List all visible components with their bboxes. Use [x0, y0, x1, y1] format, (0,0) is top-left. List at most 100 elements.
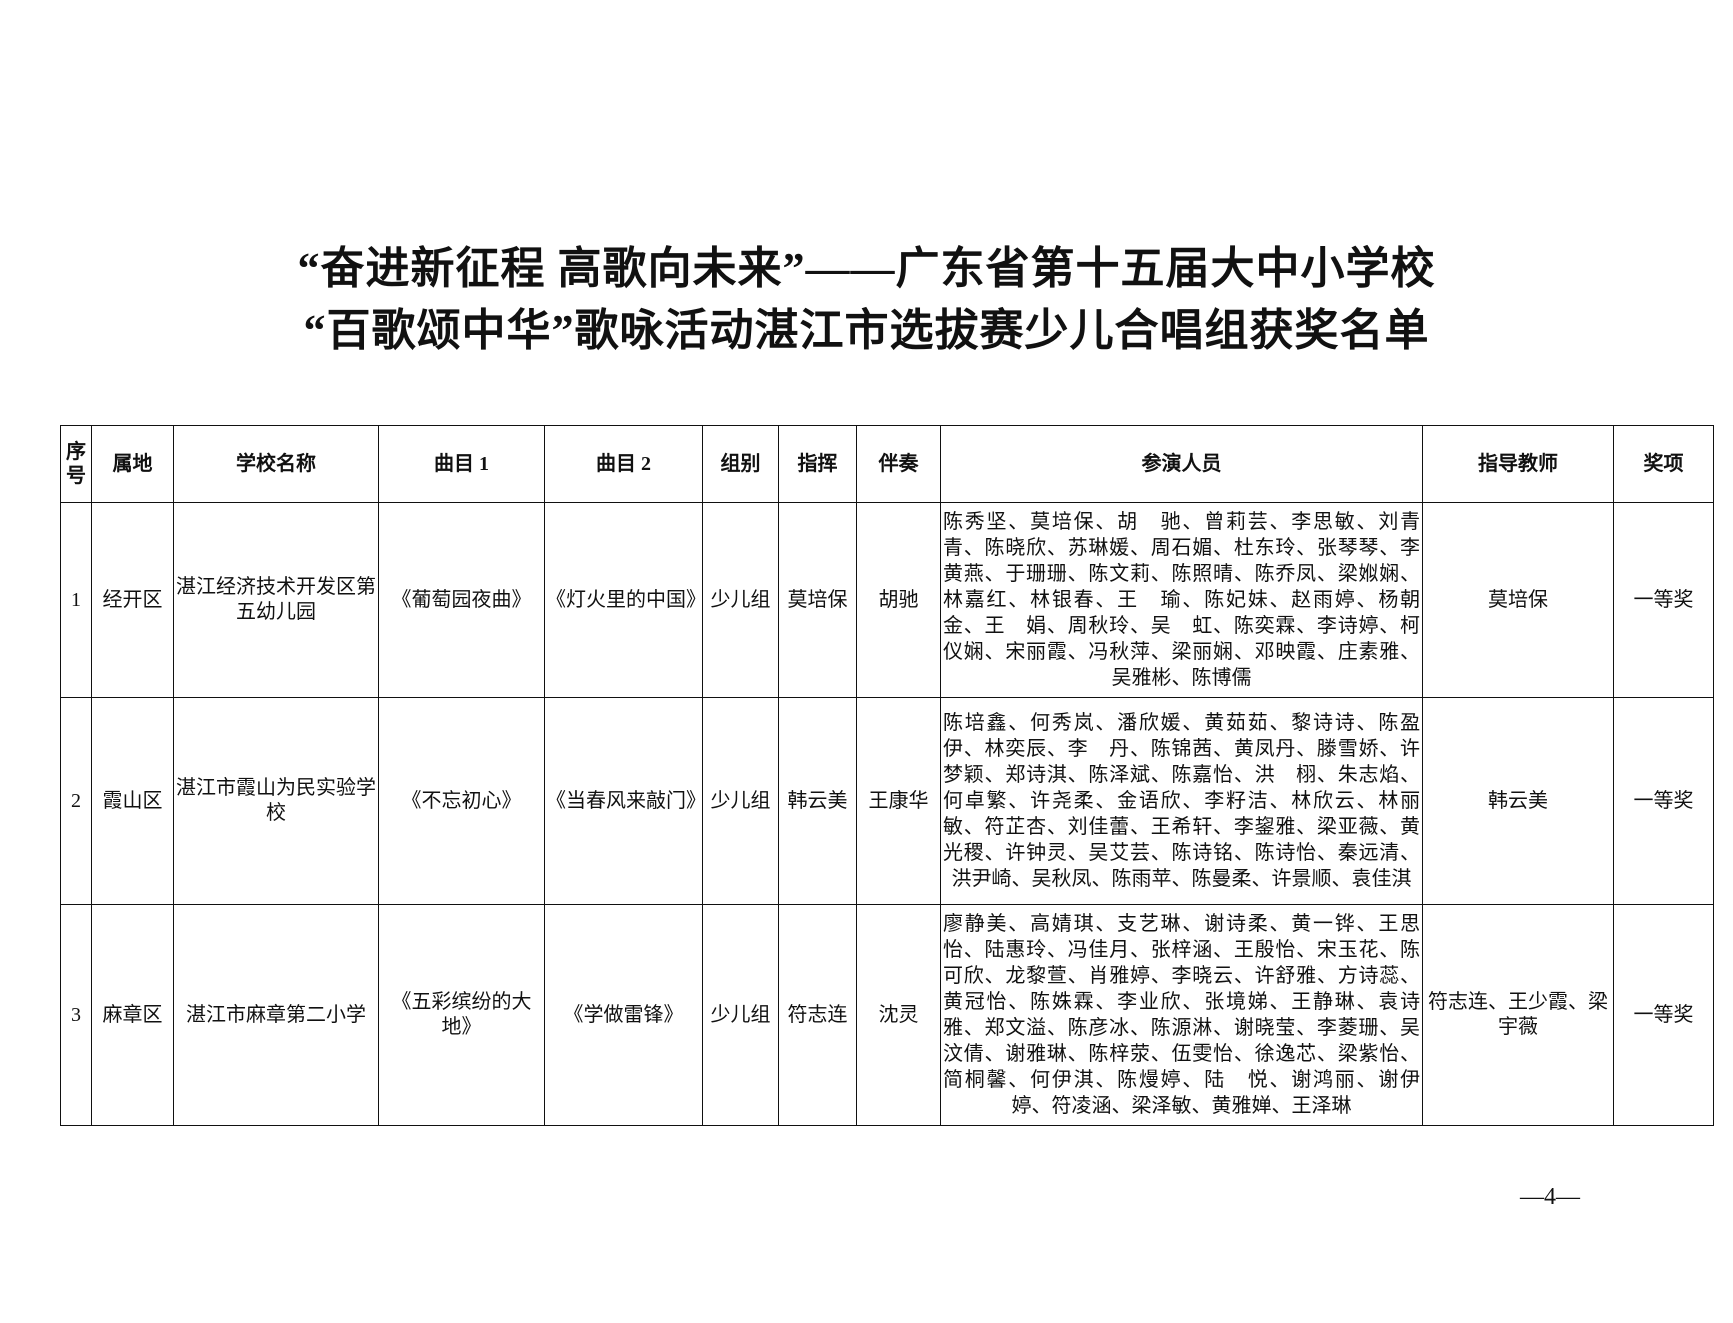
participant-name: 宋玉花、 [1316, 939, 1401, 961]
participant-name: 何秀岚、 [1030, 712, 1118, 734]
participant-name: 谢晓莹、 [1233, 1017, 1317, 1039]
participant-name: 郑文溢、 [984, 1017, 1068, 1039]
participant-name: 林奕辰、 [984, 738, 1068, 760]
header-conductor: 指挥 [778, 425, 857, 503]
participant-name: 陈乔凤、 [1254, 563, 1338, 585]
participant-name: 徐逸芯、 [1254, 1043, 1338, 1065]
seq-cell: 1 [60, 502, 92, 698]
participant-name: 林丽敏、 [943, 790, 1421, 838]
accompanist-cell: 王康华 [856, 697, 941, 905]
participant-name: 王 瑜、 [1117, 589, 1205, 611]
header-accompanist: 伴奏 [856, 425, 941, 503]
participant-name: 吴雅彬、 [1111, 667, 1192, 689]
participant-name: 李 丹、 [1067, 738, 1151, 760]
participant-name: 李诗婷、 [1316, 615, 1401, 637]
participant-name: 庄素雅、 [1337, 641, 1421, 663]
participant-name: 吴汶倩、 [943, 1017, 1421, 1065]
award-table: 序号 属地 学校名称 曲目 1 曲目 2 组别 指挥 伴奏 参演人员 指导教师 … [60, 425, 1714, 1126]
participant-name: 袁佳淇 [1351, 868, 1412, 890]
participant-name: 苏琳媛、 [1067, 537, 1151, 559]
participant-name: 周秋玲、 [1067, 615, 1151, 637]
participant-name: 方诗蕊、 [1337, 965, 1421, 987]
participant-name: 许钟灵、 [1005, 842, 1089, 864]
group-cell: 少儿组 [702, 904, 779, 1126]
participant-name: 赵雨婷、 [1291, 589, 1379, 611]
header-district: 属地 [91, 425, 174, 503]
participant-name: 谢雅琳、 [1005, 1043, 1089, 1065]
participant-name: 廖静美、 [943, 913, 1031, 935]
participant-name: 许尧柔、 [1030, 790, 1118, 812]
participant-name: 张琴琴、 [1316, 537, 1401, 559]
group-cell: 少儿组 [702, 502, 779, 698]
participant-name: 王殷怡、 [1233, 939, 1317, 961]
participant-name: 陈锦茜、 [1150, 738, 1234, 760]
participant-name: 李黄燕、 [943, 537, 1421, 585]
participant-name: 陈嘉怡、 [1171, 764, 1255, 786]
participant-name: 何卓繁、 [943, 790, 1031, 812]
participant-name: 许景顺、 [1271, 868, 1352, 890]
district-cell: 霞山区 [91, 697, 174, 905]
participant-name: 梁紫怡、 [1337, 1043, 1421, 1065]
award-cell: 一等奖 [1613, 904, 1714, 1126]
participant-name: 谢伊婷、 [1011, 1069, 1421, 1117]
participant-name: 邓映霞、 [1254, 641, 1338, 663]
participant-name: 柯仪娴、 [943, 615, 1421, 663]
participant-name: 许舒雅、 [1254, 965, 1338, 987]
participant-name: 洪尹崎、 [951, 868, 1032, 890]
participant-name: 陈文莉、 [1088, 563, 1172, 585]
school-cell: 湛江经济技术开发区第五幼儿园 [173, 502, 379, 698]
song2-cell: 《学做雷锋》 [544, 904, 703, 1126]
participant-name: 李晓云、 [1171, 965, 1255, 987]
header-award: 奖项 [1613, 425, 1714, 503]
participant-name: 胡 驰、 [1117, 511, 1205, 533]
participant-name: 王思怡、 [943, 913, 1421, 961]
award-cell: 一等奖 [1613, 502, 1714, 698]
participant-name: 吴 虹、 [1150, 615, 1234, 637]
participant-name: 陈曼柔、 [1191, 868, 1272, 890]
song1-cell: 《五彩缤纷的大地》 [378, 904, 545, 1126]
teacher-cell: 韩云美 [1422, 697, 1614, 905]
table-row: 3 麻章区 湛江市麻章第二小学 《五彩缤纷的大地》 《学做雷锋》 少儿组 符志连… [60, 904, 1714, 1126]
participant-name: 王泽琳 [1291, 1095, 1352, 1117]
header-teacher: 指导教师 [1422, 425, 1614, 503]
participant-name: 陈博儒 [1191, 667, 1252, 689]
seq-cell: 2 [60, 697, 92, 905]
participant-name: 吴秋凤、 [1031, 868, 1112, 890]
participant-name: 符凌涵、 [1051, 1095, 1132, 1117]
participant-name: 陈诗怡、 [1254, 842, 1338, 864]
school-cell: 湛江市霞山为民实验学校 [173, 697, 379, 905]
participant-name: 陈秀坚、 [943, 511, 1031, 533]
participant-name: 陈泽斌、 [1088, 764, 1172, 786]
participant-name: 陈照晴、 [1171, 563, 1255, 585]
participants-cell: 陈培鑫、何秀岚、潘欣媛、黄茹茹、黎诗诗、陈盈伊、林奕辰、李 丹、陈锦茜、黄凤丹、… [940, 697, 1423, 905]
participants-cell: 陈秀坚、莫培保、胡 驰、曾莉芸、李思敏、刘青青、陈晓欣、苏琳媛、周石媚、杜东玲、… [940, 502, 1423, 698]
participant-name: 肖雅婷、 [1088, 965, 1172, 987]
title-line-2: “百歌颂中华”歌咏活动湛江市选拔赛少儿合唱组获奖名单 [303, 306, 1430, 355]
participant-name: 莫培保、 [1030, 511, 1118, 533]
participant-name: 黄茹茹、 [1204, 712, 1292, 734]
participant-name: 袁诗雅、 [943, 991, 1421, 1039]
participant-name: 支艺琳、 [1117, 913, 1205, 935]
participant-name: 陈熳婷、 [1117, 1069, 1205, 1091]
participant-name: 刘青青、 [943, 511, 1421, 559]
accompanist-cell: 胡驰 [856, 502, 941, 698]
participant-name: 谢诗柔、 [1204, 913, 1292, 935]
participant-name: 金语欣、 [1117, 790, 1205, 812]
participant-name: 陈源淋、 [1150, 1017, 1234, 1039]
participant-name: 李菱珊、 [1316, 1017, 1401, 1039]
participant-name: 李思敏、 [1291, 511, 1379, 533]
participant-name: 谢鸿丽、 [1291, 1069, 1379, 1091]
participant-name: 陆 悦、 [1204, 1069, 1292, 1091]
participant-name: 郑诗淇、 [1005, 764, 1089, 786]
participant-name: 陈盈伊、 [943, 712, 1421, 760]
participant-name: 冯佳月、 [1067, 939, 1151, 961]
participant-name: 陈诗铭、 [1171, 842, 1255, 864]
participant-name: 梁泽敏、 [1131, 1095, 1212, 1117]
group-cell: 少儿组 [702, 697, 779, 905]
participant-name: 冯秋萍、 [1088, 641, 1172, 663]
participant-name: 周石媚、 [1150, 537, 1234, 559]
participant-name: 陈妃妹、 [1204, 589, 1292, 611]
participant-name: 符芷杏、 [984, 816, 1068, 838]
participant-name: 曾莉芸、 [1204, 511, 1292, 533]
participant-name: 陈可欣、 [943, 939, 1421, 987]
